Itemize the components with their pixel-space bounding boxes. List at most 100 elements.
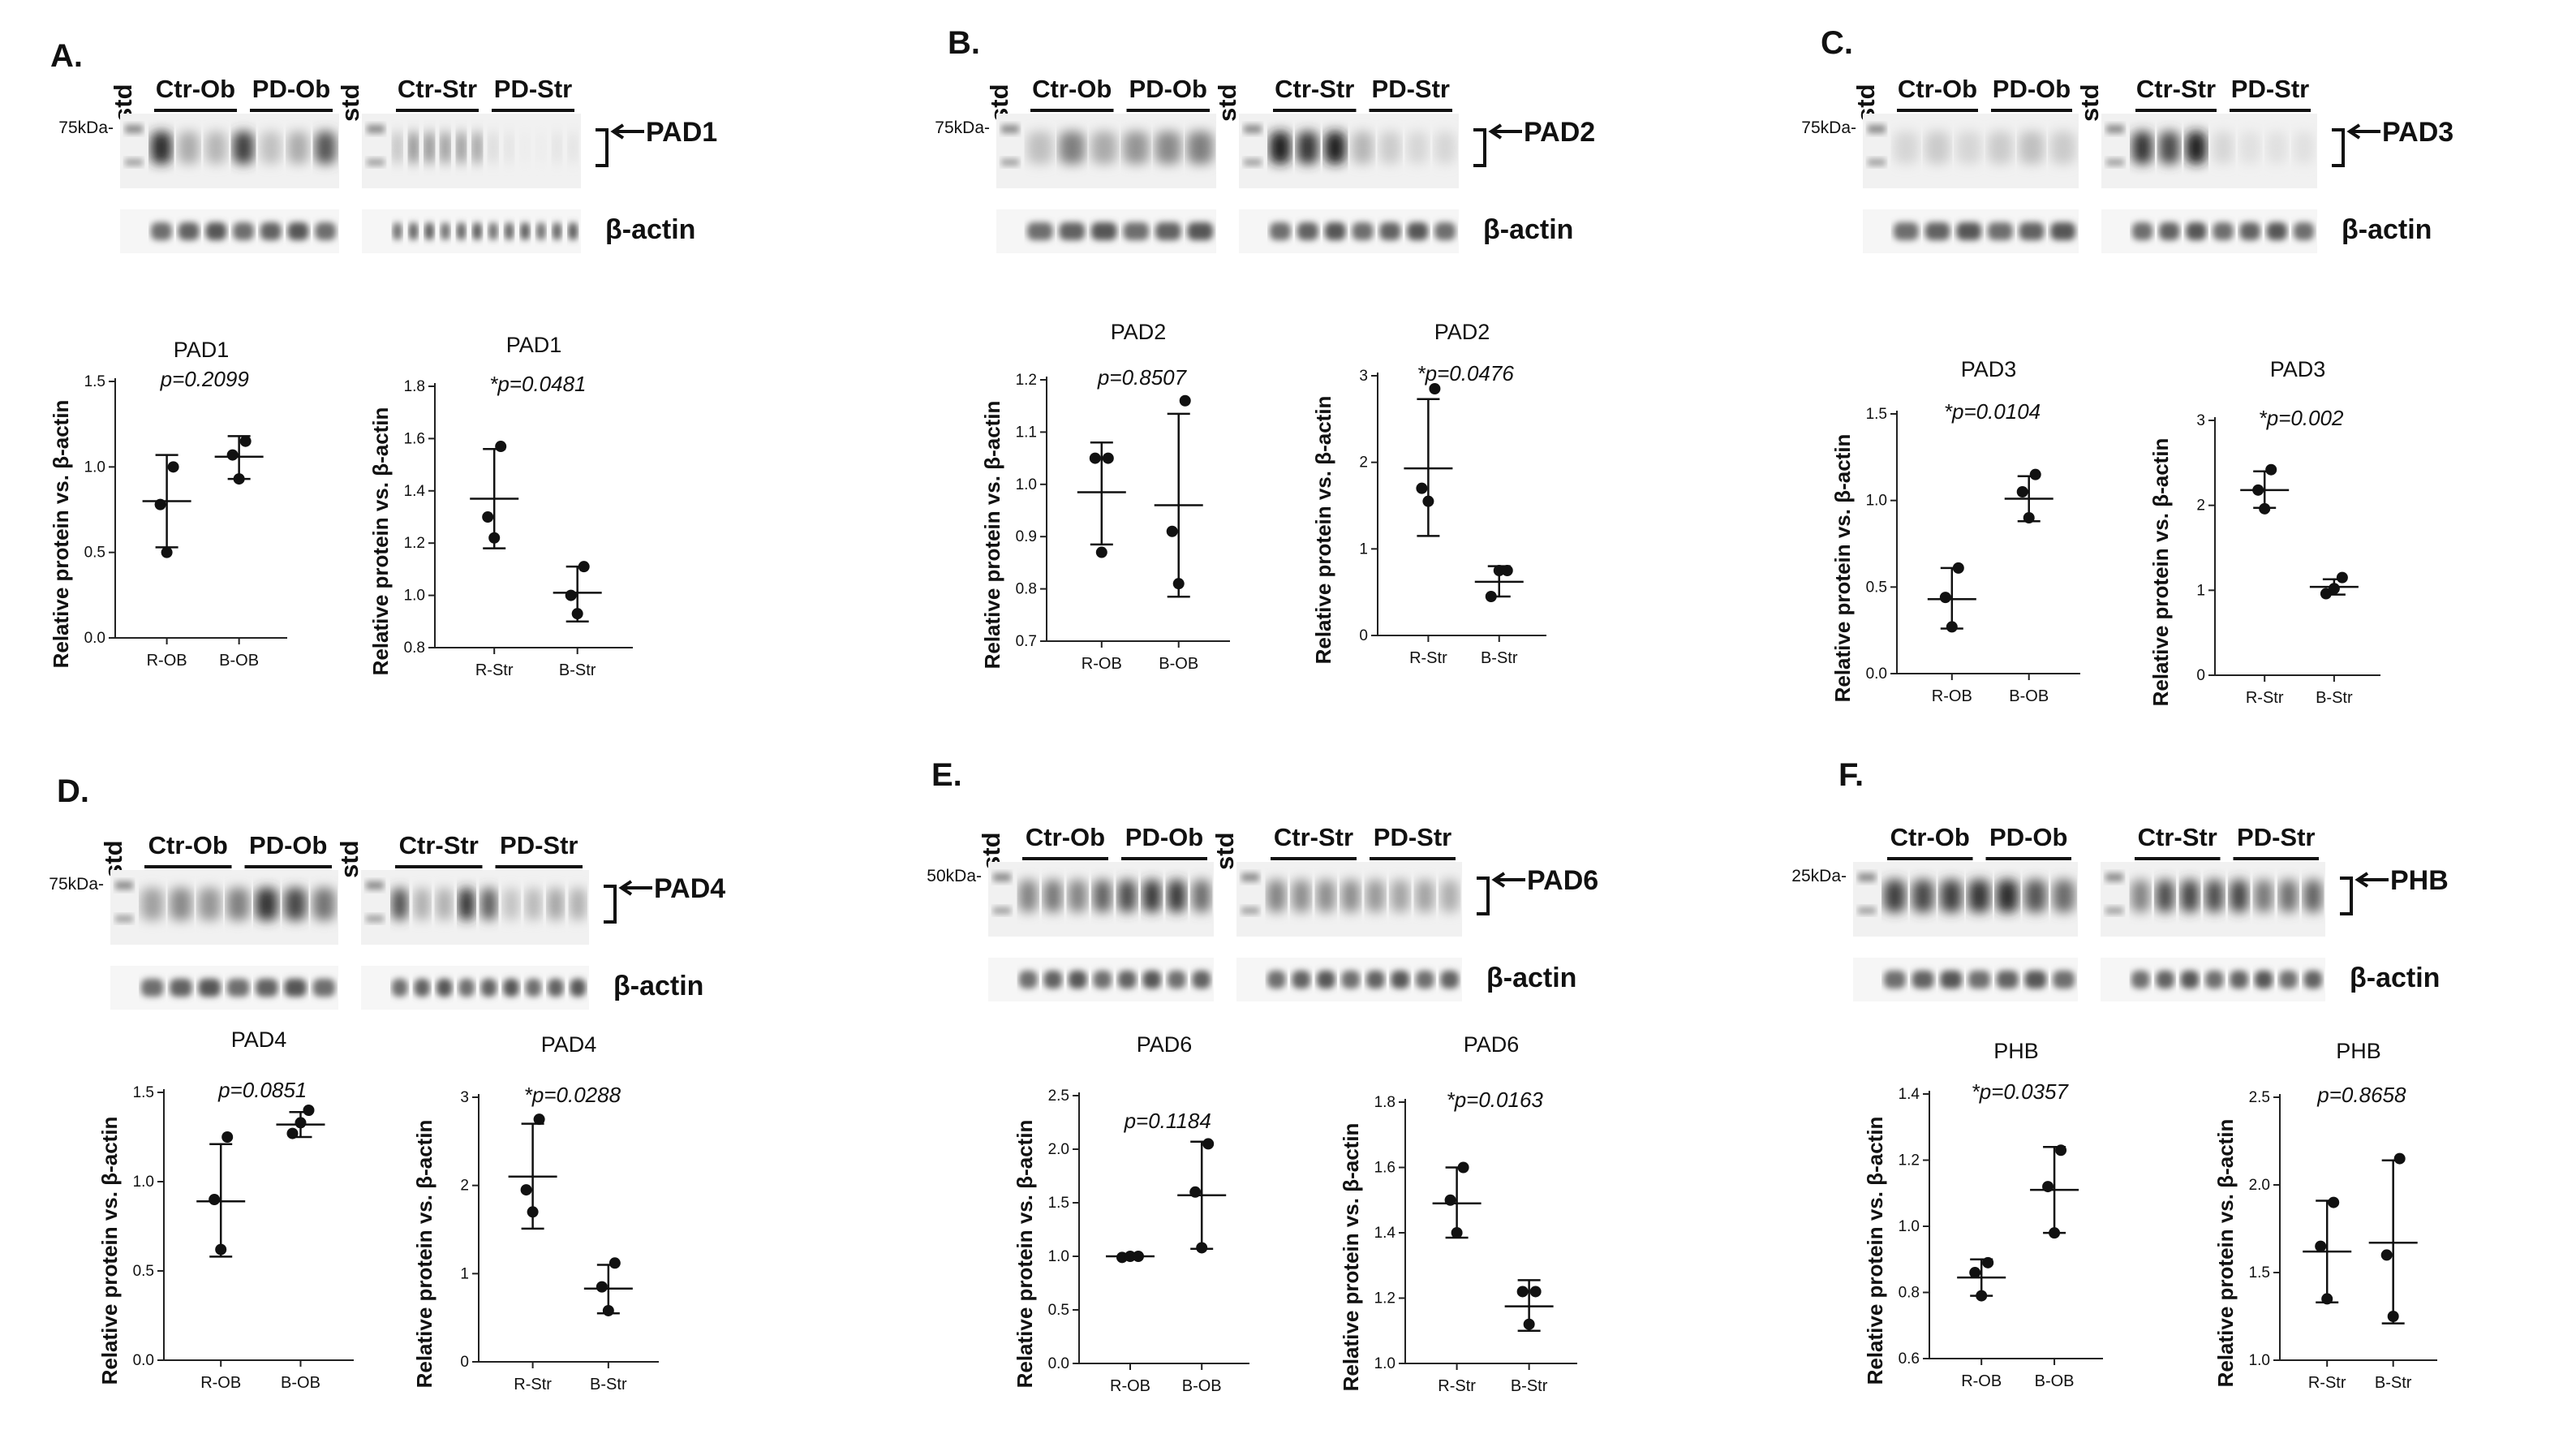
chart-title: PAD2 [1111,320,1167,344]
y-tick-label: 1.2 [1016,372,1037,389]
actin-band [1142,971,1161,989]
actin-band [1379,222,1401,240]
data-point [527,1206,539,1218]
y-tick-label: 1.5 [1866,406,1887,423]
protein-band [1988,131,2013,164]
panel-label: F. [1838,757,1864,793]
data-point [2029,468,2041,480]
actin-band [312,979,335,997]
actin-band [1996,971,2019,989]
ladder-band [366,915,384,922]
actin-band [393,222,402,240]
data-point [1179,394,1191,407]
chart-title: PAD3 [2270,357,2326,381]
actin-band [2293,222,2314,240]
actin-band [504,222,514,240]
actin-band [2230,971,2248,989]
data-point [602,1304,614,1316]
mw-marker: 75kDa- [49,875,104,894]
group-label: PD-Str [2231,75,2309,103]
protein-band [1407,131,1429,164]
protein-band [1297,131,1318,164]
protein-band [1270,131,1291,164]
protein-band [503,888,519,920]
p-value: p=0.8507 [1097,365,1188,390]
protein-band [504,131,514,164]
actin-band [1956,222,1981,240]
y-axis-label: Relative protein vs. β-actin [412,1120,437,1389]
protein-band [2156,880,2174,912]
p-value: *p=0.0481 [489,372,586,396]
arrow-icon [2346,123,2380,140]
protein-band [1940,880,1963,912]
x-tick-label: R-OB [147,652,187,670]
protein-band [1027,131,1053,164]
protein-band [1968,880,1990,912]
actin-band [441,222,450,240]
protein-band [151,131,172,164]
y-axis-label: Relative protein vs. β-actin [1863,1117,1887,1385]
protein-band [2019,131,2045,164]
ladder-band [2105,907,2123,914]
chart-title: PAD1 [506,333,562,357]
y-tick-label: 2.0 [1048,1141,1069,1158]
data-point [488,532,501,544]
p-value: p=0.8658 [2316,1083,2406,1107]
data-point [2055,1144,2067,1156]
actin-band [1324,222,1346,240]
x-tick-label: B-OB [2035,1372,2075,1390]
p-value: *p=0.0288 [524,1083,621,1107]
actin-band [2019,222,2045,240]
y-tick-label: 0 [460,1354,469,1371]
protein-band [1317,880,1335,912]
actin-band [472,222,482,240]
actin-band [2180,971,2200,989]
loading-control-label: β-actin [605,214,695,245]
data-point [2265,463,2277,476]
actin-band [2239,222,2260,240]
target-protein-label: PAD2 [1524,117,1595,148]
y-tick-label: 0.0 [1866,665,1887,683]
band-bracket [2340,877,2353,915]
actin-band [2024,971,2047,989]
protein-band [205,131,227,164]
ladder-band [1868,159,1886,166]
data-point [1196,1242,1208,1254]
actin-band [1093,971,1112,989]
chart-title: PHB [2336,1039,2381,1063]
ladder-band [125,159,143,166]
actin-band [226,979,250,997]
group-label: PD-Str [2237,823,2315,851]
y-tick-label: 1.5 [84,373,105,390]
actin-band [1027,222,1053,240]
data-point [226,449,239,461]
y-tick-label: 1.0 [404,588,425,605]
dot-plot: PAD3 *p=0.0104 0.0 0.5 1.0 1.5 R-OB B-OB Relativ… [1830,357,2080,705]
group-label: PD-Str [1372,75,1450,103]
p-value: *p=0.0104 [1944,399,2041,424]
y-tick-label: 0.8 [1016,581,1037,598]
dot-plot: PAD4 *p=0.0288 0 1 2 3 R-Str B-Str Relative prot… [412,1032,659,1393]
protein-band [256,888,278,920]
actin-band [1988,222,2013,240]
arrow-icon [2355,872,2389,888]
data-point [1976,1290,1988,1302]
data-point [233,473,245,485]
data-point [1429,383,1441,394]
y-tick-label: 2.5 [2249,1089,2270,1106]
panel-label: A. [50,38,83,74]
actin-band [315,222,336,240]
data-point [1969,1267,1981,1279]
y-tick-label: 0 [2196,667,2205,684]
x-tick-label: B-OB [2009,687,2049,705]
dot-plot: PHB *p=0.0357 0.6 0.8 1.0 1.2 1.4 R-OB B-OB Relat… [1863,1039,2103,1390]
dot-plot: PAD2 p=0.8507 0.7 0.8 0.9 1.0 1.1 1.2 R-OB B-OB Re… [980,320,1230,673]
y-axis-label: Relative protein vs. β-actin [2213,1119,2238,1388]
ladder-band [115,881,133,889]
std-label: std [1211,833,1239,871]
y-tick-label: 0.7 [1016,633,1037,650]
protein-band [2279,880,2298,912]
